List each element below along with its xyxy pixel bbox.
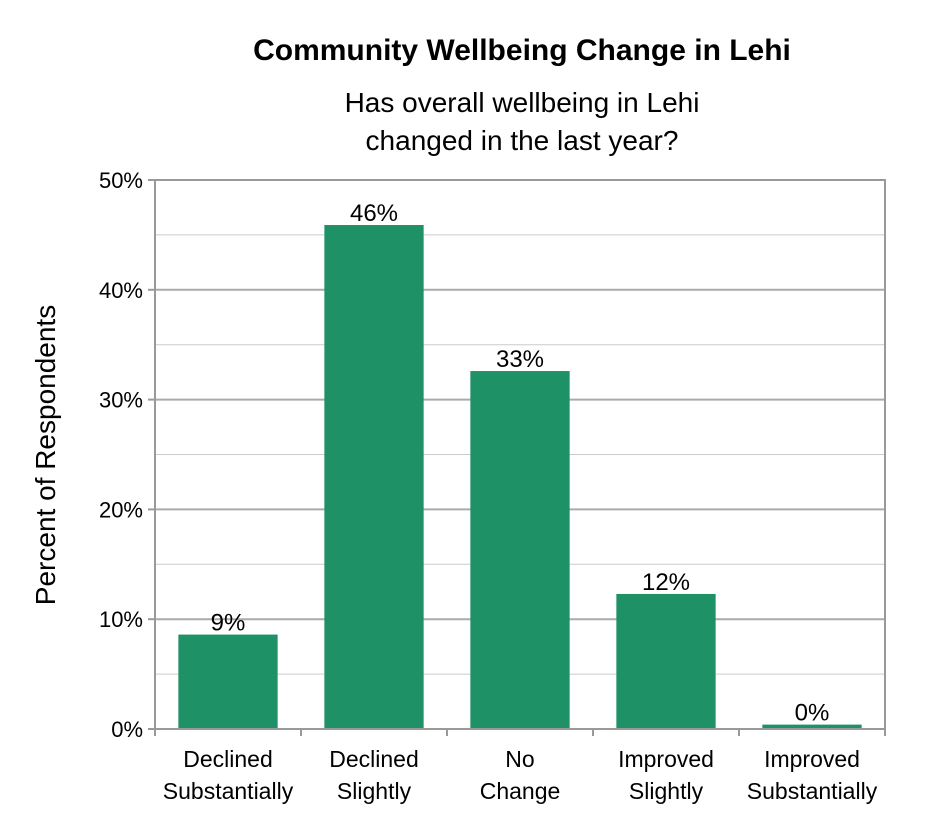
y-tick-label: 40%: [99, 278, 143, 303]
x-categories: Declined Substantially Declined Slightly No C…: [154, 729, 886, 804]
data-label: 9%: [211, 610, 246, 637]
chart-title: Community Wellbeing Change in Lehi: [253, 34, 791, 67]
x-category-label: Slightly: [337, 778, 412, 804]
x-category-label: Substantially: [747, 778, 878, 804]
y-tick-label: 20%: [99, 497, 143, 522]
y-tick-label: 50%: [99, 168, 143, 193]
y-axis-label: Percent of Respondents: [30, 305, 61, 605]
data-label: 0%: [795, 700, 830, 727]
x-category-label: Declined: [183, 746, 273, 772]
bar: [470, 371, 570, 729]
y-tick-label: 10%: [99, 607, 143, 632]
x-category-label: Improved: [764, 746, 860, 772]
bar: [178, 634, 278, 729]
bar: [616, 593, 716, 729]
x-category-label: No: [505, 746, 534, 772]
chart-subtitle-line-1: Has overall wellbeing in Lehi: [345, 87, 700, 118]
bars: [178, 225, 862, 729]
x-category-label: Change: [480, 778, 561, 804]
x-category-label: Slightly: [629, 778, 704, 804]
data-labels: 9% 46% 33% 12% 0%: [211, 200, 830, 727]
y-ticks: 0% 10% 20% 30% 40% 50%: [99, 168, 155, 742]
x-category-label: Substantially: [163, 778, 294, 804]
plot-frame: [154, 179, 886, 730]
bar: [762, 724, 862, 729]
y-tick-label: 30%: [99, 388, 143, 413]
x-category-label: Improved: [618, 746, 714, 772]
x-category-label: Declined: [329, 746, 419, 772]
chart-subtitle-line-2: changed in the last year?: [366, 125, 679, 156]
y-tick-label: 0%: [111, 717, 143, 742]
bar: [324, 225, 424, 729]
data-label: 12%: [642, 569, 690, 596]
data-label: 46%: [350, 200, 398, 227]
data-label: 33%: [496, 346, 544, 373]
